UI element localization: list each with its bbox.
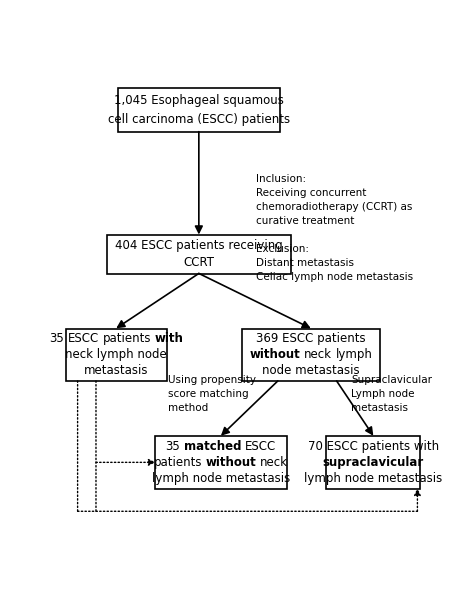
- Text: Using propensity
score matching
method: Using propensity score matching method: [168, 375, 255, 413]
- Text: CCRT: CCRT: [183, 256, 214, 269]
- Text: without: without: [206, 456, 256, 469]
- Text: Inclusion:
Receiving concurrent
chemoradiotherapy (CCRT) as
curative treatment

: Inclusion: Receiving concurrent chemorad…: [256, 174, 413, 282]
- Bar: [107, 235, 291, 274]
- Text: cell carcinoma (ESCC) patients: cell carcinoma (ESCC) patients: [108, 113, 290, 126]
- Text: 35: 35: [49, 333, 64, 346]
- Text: lymph node metastasis: lymph node metastasis: [152, 472, 290, 485]
- Text: 1,045 Esophageal squamous: 1,045 Esophageal squamous: [114, 94, 284, 107]
- Bar: [327, 436, 420, 489]
- Text: metastasis: metastasis: [84, 364, 148, 377]
- Text: patients: patients: [102, 333, 151, 346]
- Text: lymph: lymph: [336, 348, 373, 361]
- Text: lymph node metastasis: lymph node metastasis: [304, 472, 442, 485]
- Bar: [155, 436, 287, 489]
- Bar: [66, 328, 167, 381]
- Text: 369 ESCC patients: 369 ESCC patients: [256, 333, 366, 346]
- Bar: [118, 89, 280, 132]
- Text: ESCC: ESCC: [245, 440, 276, 453]
- Text: neck: neck: [304, 348, 332, 361]
- Text: node metastasis: node metastasis: [262, 364, 360, 377]
- Text: supraclavicular: supraclavicular: [323, 456, 424, 469]
- Text: without: without: [249, 348, 300, 361]
- Text: 404 ESCC patients receiving: 404 ESCC patients receiving: [115, 239, 283, 252]
- Text: with: with: [155, 333, 183, 346]
- Text: neck lymph node: neck lymph node: [65, 348, 167, 361]
- Text: patients: patients: [154, 456, 202, 469]
- Text: neck: neck: [260, 456, 288, 469]
- Text: matched: matched: [184, 440, 241, 453]
- Text: 35: 35: [165, 440, 180, 453]
- Text: 70 ESCC patients with: 70 ESCC patients with: [308, 440, 439, 453]
- Text: ESCC: ESCC: [67, 333, 99, 346]
- Text: Supraclavicular
Lymph node
metastasis: Supraclavicular Lymph node metastasis: [351, 375, 432, 413]
- Bar: [242, 328, 380, 381]
